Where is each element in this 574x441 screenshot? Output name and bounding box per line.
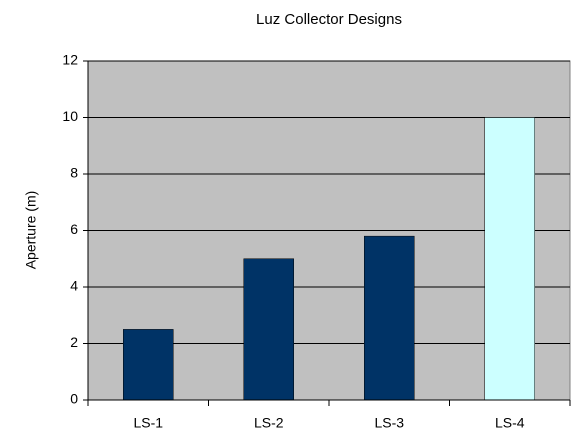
- y-tick-label: 2: [70, 334, 78, 350]
- y-tick-label: 10: [62, 108, 78, 124]
- bar: [243, 258, 294, 401]
- y-tick-label: 8: [70, 165, 78, 181]
- y-tick-label: 4: [70, 278, 78, 294]
- y-tick-label: 6: [70, 221, 78, 237]
- bar: [364, 235, 415, 401]
- x-tick-label: LS-4: [495, 415, 525, 431]
- bar: [484, 117, 535, 401]
- y-axis-label: Aperture (m): [23, 191, 39, 270]
- bar: [123, 329, 174, 401]
- y-tick-label: 0: [70, 391, 78, 407]
- y-tick-label: 12: [62, 52, 78, 68]
- chart-title: Luz Collector Designs: [256, 11, 402, 28]
- x-tick-label: LS-3: [374, 415, 404, 431]
- x-tick-label: LS-2: [254, 415, 284, 431]
- x-tick-label: LS-1: [133, 415, 163, 431]
